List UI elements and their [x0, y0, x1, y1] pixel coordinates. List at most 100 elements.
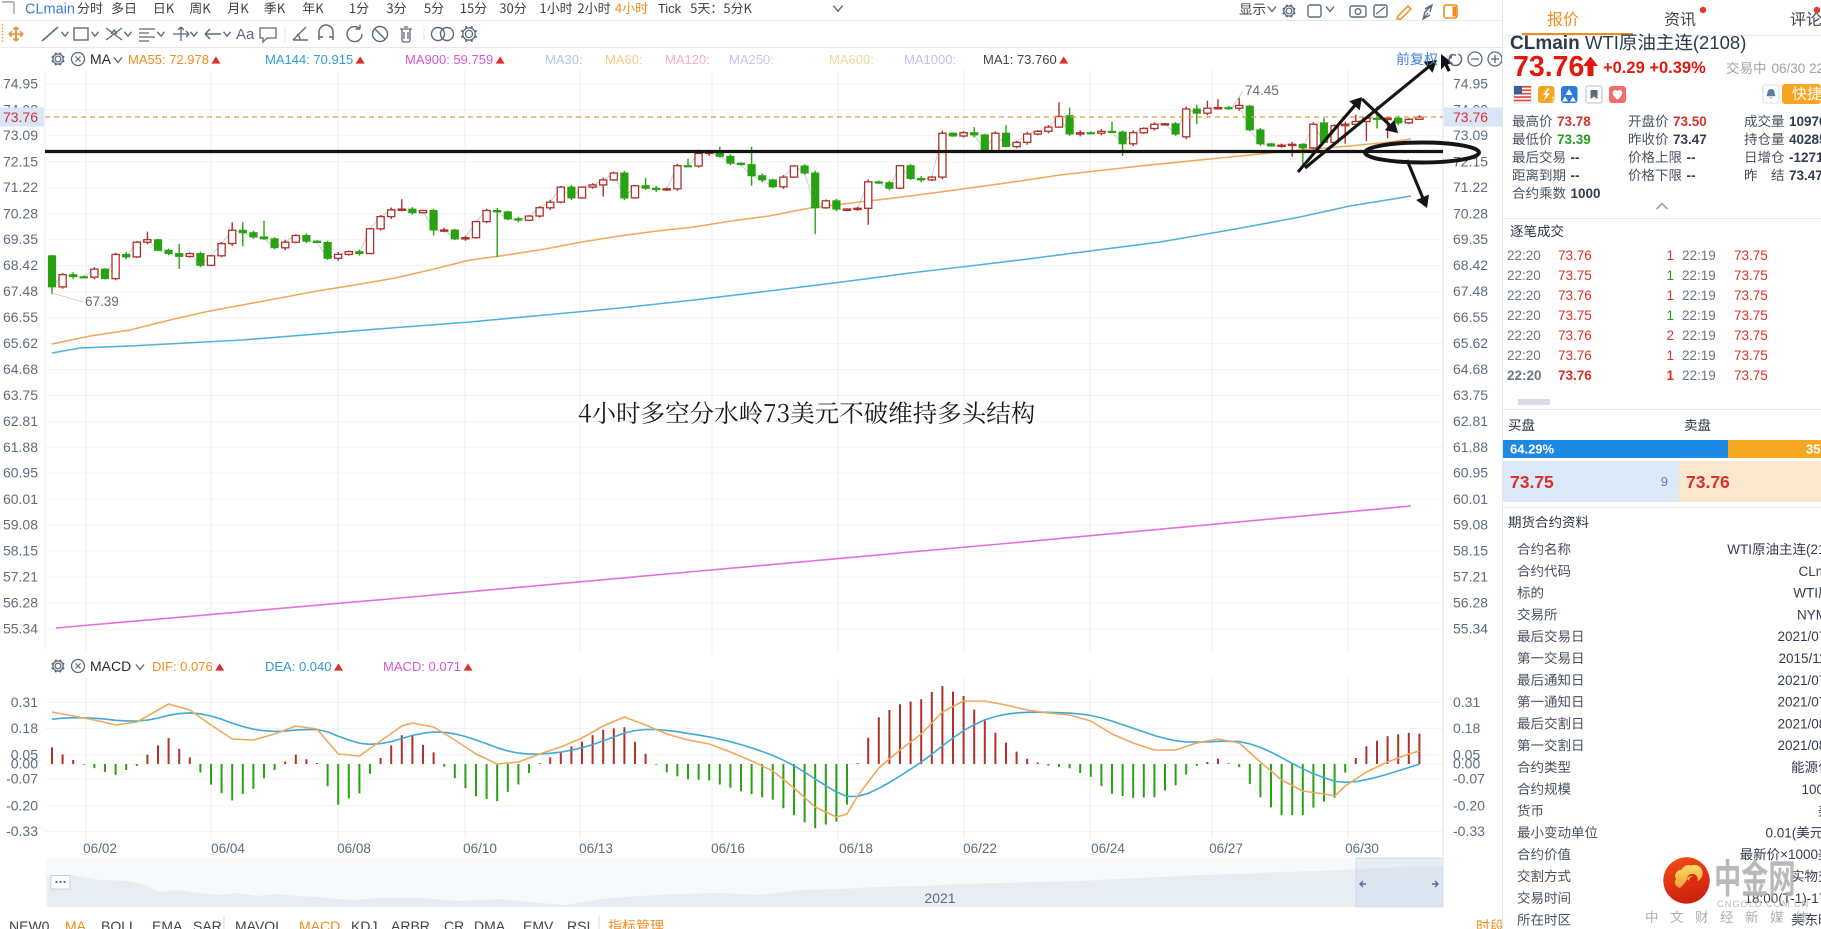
- svg-text:Aa: Aa: [236, 26, 255, 43]
- svg-text:55.34: 55.34: [3, 621, 38, 637]
- svg-text:22:20: 22:20: [1507, 248, 1541, 263]
- svg-text:63.75: 63.75: [1453, 387, 1488, 403]
- svg-text:55.34: 55.34: [1453, 621, 1488, 637]
- svg-text:-0.33: -0.33: [1453, 823, 1485, 839]
- svg-text:2: 2: [1666, 328, 1674, 343]
- svg-text:06/18: 06/18: [839, 841, 873, 856]
- svg-text:22:19: 22:19: [1682, 328, 1716, 343]
- svg-text:1: 1: [1666, 348, 1674, 363]
- svg-text:WTI: WTI: [1727, 542, 1752, 557]
- svg-text:64.68: 64.68: [3, 361, 38, 377]
- svg-text:74.95: 74.95: [3, 76, 38, 92]
- svg-text:73.75: 73.75: [1734, 268, 1768, 283]
- svg-text:--: --: [1571, 150, 1580, 165]
- svg-text:22:20: 22:20: [1507, 268, 1541, 283]
- svg-text:MA600:: MA600:: [829, 52, 874, 67]
- svg-text:22:19: 22:19: [1682, 348, 1716, 363]
- svg-text:1: 1: [1666, 368, 1674, 383]
- svg-text:56.28: 56.28: [1453, 595, 1488, 611]
- svg-text:MACD: MACD: [90, 658, 131, 674]
- svg-text:06/10: 06/10: [463, 841, 497, 856]
- svg-text:EMV: EMV: [523, 918, 554, 929]
- svg-text:73.76: 73.76: [1453, 109, 1488, 125]
- svg-text:22:19: 22:19: [1682, 268, 1716, 283]
- svg-text:DIF: 0.076: DIF: 0.076: [152, 659, 213, 674]
- svg-text:71.22: 71.22: [3, 179, 38, 195]
- svg-text:61.88: 61.88: [3, 439, 38, 455]
- svg-text:0.00: 0.00: [11, 756, 38, 772]
- svg-text:69.35: 69.35: [3, 231, 38, 247]
- svg-text:73.75: 73.75: [1734, 328, 1768, 343]
- svg-text:2021/07/20: 2021/07/20: [1777, 629, 1821, 644]
- svg-text:-0.07: -0.07: [1453, 771, 1485, 787]
- svg-text:64.68: 64.68: [1453, 361, 1488, 377]
- svg-text:22:19: 22:19: [1682, 248, 1716, 263]
- svg-text:DMA: DMA: [474, 918, 506, 929]
- svg-text:MA60:: MA60:: [605, 52, 643, 67]
- svg-text:MA55: 72.978: MA55: 72.978: [128, 52, 209, 67]
- svg-text:65.62: 65.62: [3, 335, 38, 351]
- svg-text:ARBR: ARBR: [391, 918, 430, 929]
- svg-text:MA144: 70.915: MA144: 70.915: [265, 52, 353, 67]
- svg-text:2021/08/01: 2021/08/01: [1777, 738, 1821, 753]
- svg-text:70.28: 70.28: [1453, 205, 1488, 221]
- svg-text:BOLL: BOLL: [101, 918, 137, 929]
- svg-text:58.15: 58.15: [1453, 543, 1488, 559]
- svg-text:73.75: 73.75: [1734, 348, 1768, 363]
- svg-text:73.76: 73.76: [1558, 348, 1592, 363]
- svg-text:71.22: 71.22: [1453, 179, 1488, 195]
- svg-text:73.47: 73.47: [1789, 168, 1821, 183]
- svg-text:109703: 109703: [1789, 114, 1821, 129]
- svg-text:06/04: 06/04: [211, 841, 245, 856]
- svg-text:CNGOLD.COM.CN: CNGOLD.COM.CN: [1717, 899, 1809, 910]
- svg-text:0.31: 0.31: [1453, 694, 1480, 710]
- svg-text:06/24: 06/24: [1091, 841, 1125, 856]
- svg-text:06/08: 06/08: [337, 841, 371, 856]
- svg-text:CLmain: CLmain: [1798, 564, 1821, 579]
- svg-text:73.76: 73.76: [1513, 51, 1584, 83]
- svg-text:0.01(: 0.01(: [1765, 825, 1796, 840]
- svg-text:0.18: 0.18: [1453, 720, 1480, 736]
- svg-text:RSI: RSI: [567, 918, 590, 929]
- svg-text:22:20: 22:20: [1507, 308, 1541, 323]
- svg-text:06/27: 06/27: [1209, 841, 1243, 856]
- svg-text:62.81: 62.81: [1453, 413, 1488, 429]
- svg-text:MAVOL: MAVOL: [235, 918, 283, 929]
- svg-text:22:20: 22:20: [1507, 288, 1541, 303]
- svg-text:66.55: 66.55: [3, 309, 38, 325]
- svg-text:73.39: 73.39: [1557, 132, 1591, 147]
- svg-text:67.48: 67.48: [3, 283, 38, 299]
- svg-text:MA250:: MA250:: [729, 52, 774, 67]
- svg-text:73.76: 73.76: [1558, 288, 1592, 303]
- svg-text:73.76: 73.76: [1558, 368, 1592, 383]
- svg-text:-0.07: -0.07: [6, 771, 38, 787]
- svg-text:67.48: 67.48: [1453, 283, 1488, 299]
- svg-text:70.28: 70.28: [3, 205, 38, 221]
- svg-text:MA: MA: [90, 51, 112, 67]
- svg-text:1: 1: [1666, 288, 1674, 303]
- svg-text:EMA: EMA: [152, 918, 183, 929]
- svg-text:73.75: 73.75: [1510, 472, 1554, 492]
- svg-text:1: 1: [1666, 268, 1674, 283]
- svg-text:74.95: 74.95: [1453, 76, 1488, 92]
- svg-text:-0.20: -0.20: [6, 798, 38, 814]
- svg-text:MA: MA: [65, 918, 87, 929]
- svg-text:60.01: 60.01: [3, 491, 38, 507]
- svg-text:0.18: 0.18: [11, 720, 38, 736]
- svg-text:MACD: MACD: [299, 918, 340, 929]
- svg-text:0.00: 0.00: [1453, 756, 1480, 772]
- svg-text:06/22: 06/22: [963, 841, 997, 856]
- svg-text:WTI: WTI: [1793, 586, 1818, 601]
- svg-text:73.09: 73.09: [1453, 127, 1488, 143]
- svg-text:-1271: -1271: [1789, 150, 1821, 165]
- svg-text:56.28: 56.28: [3, 595, 38, 611]
- svg-text:73.50: 73.50: [1673, 114, 1707, 129]
- svg-text:69.35: 69.35: [1453, 231, 1488, 247]
- svg-text:73.78: 73.78: [1557, 114, 1591, 129]
- svg-text:--: --: [1687, 168, 1696, 183]
- svg-text:60.95: 60.95: [3, 465, 38, 481]
- svg-text:35: 35: [1806, 442, 1820, 457]
- svg-text:73.76: 73.76: [3, 109, 38, 125]
- svg-text:CR: CR: [444, 918, 464, 929]
- svg-text:73.75: 73.75: [1558, 308, 1592, 323]
